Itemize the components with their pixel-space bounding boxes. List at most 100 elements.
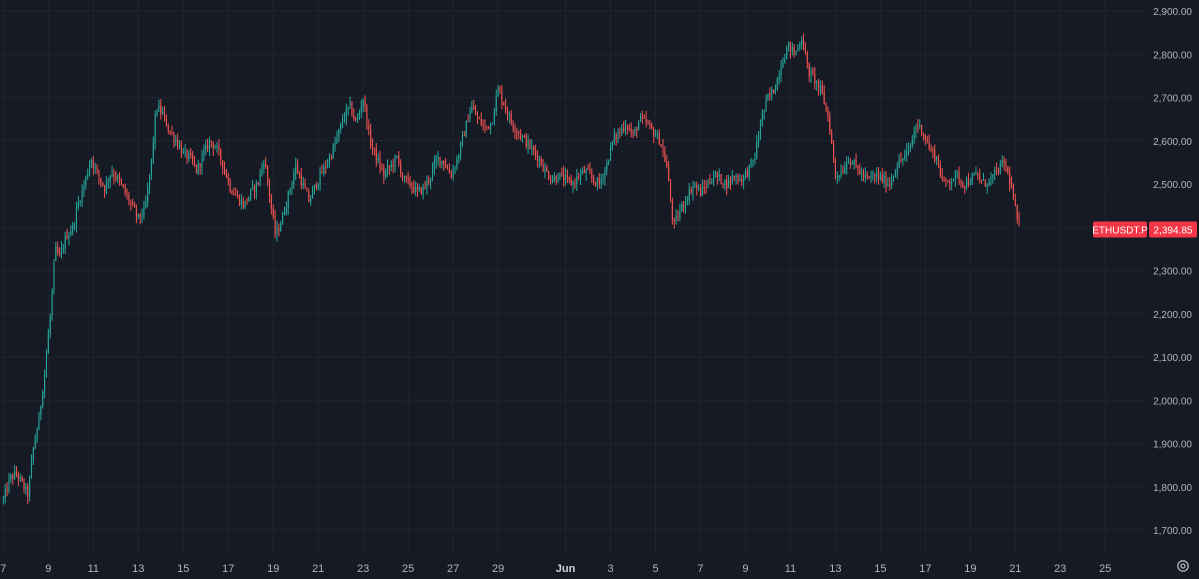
symbol-tag-label: ETHUSDT.P <box>1092 225 1148 236</box>
candle-body <box>823 92 825 104</box>
candle-body <box>761 113 763 126</box>
x-tick-label: 9 <box>45 563 51 575</box>
candle-body <box>977 173 979 176</box>
candle-body <box>343 118 345 122</box>
candle-body <box>394 156 396 167</box>
price-axis[interactable]: 1,700.00 1,800.00 1,900.00 2,000.00 2,100.00… <box>1153 7 1192 537</box>
candle-body <box>210 140 212 143</box>
candle-body <box>930 148 932 150</box>
candle-body <box>842 171 844 174</box>
candle-body <box>105 181 108 192</box>
candle-body <box>118 176 121 181</box>
candle-body <box>889 184 891 186</box>
candle-body <box>128 195 130 203</box>
candle-body <box>475 109 477 116</box>
candle-body <box>1005 164 1007 167</box>
candle-body <box>512 123 514 129</box>
candle-body <box>999 163 1001 174</box>
last-price-tag: ETHUSDT.P 2,394.85 <box>1092 221 1197 238</box>
candle-body <box>120 180 122 185</box>
candle-body <box>683 204 685 208</box>
candle-body <box>115 176 117 180</box>
candle-body <box>941 175 943 180</box>
candle-body <box>218 145 220 150</box>
candle-body <box>804 49 806 53</box>
candle-body <box>268 182 271 197</box>
candle-body <box>323 166 325 174</box>
candle-body <box>25 486 27 490</box>
gear-icon[interactable] <box>1175 558 1191 574</box>
time-axis[interactable]: 7 9 11 13 15 17 19 21 23 25 27 29 Jun 3 5 7 9 11 13 15 17 19 2… <box>0 563 1111 575</box>
candle-body <box>59 252 61 255</box>
candle-body <box>834 158 836 177</box>
candle-body <box>315 184 317 188</box>
candle-body <box>831 132 833 144</box>
candle-body <box>746 171 748 177</box>
candle-body <box>482 124 484 126</box>
candle-body <box>327 163 329 168</box>
candle-body <box>654 136 657 138</box>
candle-body <box>662 146 664 152</box>
candle-body <box>89 165 91 174</box>
candle-body <box>752 159 754 161</box>
candle-body <box>563 173 565 181</box>
candle-body <box>699 187 702 196</box>
candle-body <box>718 174 720 178</box>
candle-body <box>628 128 630 130</box>
candle-body <box>744 171 747 175</box>
candle-body <box>812 70 814 75</box>
candle-body <box>600 179 602 184</box>
candle-body <box>345 108 347 119</box>
candle-body <box>180 145 182 154</box>
candle-body <box>441 161 443 165</box>
candle-body <box>660 144 662 147</box>
candle-body <box>593 178 595 182</box>
candle-body <box>585 169 587 173</box>
candle-body <box>510 114 512 124</box>
candle-body <box>840 171 842 176</box>
candle-body <box>282 213 284 225</box>
candle-body <box>862 172 865 178</box>
candle-body <box>641 115 643 118</box>
candle-body <box>619 132 621 134</box>
candle-body <box>424 186 426 188</box>
candle-body <box>540 158 542 166</box>
candle-body <box>816 80 818 83</box>
candle-body <box>778 75 780 79</box>
x-tick-label: 25 <box>402 563 414 575</box>
candle-body <box>398 155 400 164</box>
candle-body <box>263 163 265 167</box>
candle-body <box>289 189 291 192</box>
candle-body <box>551 180 554 182</box>
candle-body <box>825 103 827 109</box>
candle-body <box>671 200 673 220</box>
candle-body <box>782 63 784 68</box>
candle-body <box>57 246 59 253</box>
candle-body <box>939 166 941 176</box>
candle-body <box>349 102 351 107</box>
candle-body <box>906 150 908 155</box>
candle-body <box>192 155 194 162</box>
candle-body <box>643 117 645 119</box>
candle-body <box>857 165 859 170</box>
candle-body <box>705 187 707 189</box>
candle-body <box>741 179 743 183</box>
candle-body <box>975 173 977 175</box>
candle-body <box>913 131 915 140</box>
candle-body <box>533 146 535 151</box>
candle-body <box>570 179 572 186</box>
candle-body <box>647 122 649 124</box>
candle-body <box>658 133 660 145</box>
candle-body <box>407 178 409 180</box>
y-tick-label: 2,200.00 <box>1153 310 1192 321</box>
candle-body <box>846 163 848 169</box>
candle-body <box>173 133 175 142</box>
candle-body <box>703 186 705 188</box>
candle-body <box>937 156 940 167</box>
candle-body <box>216 145 218 148</box>
candle-body <box>690 189 692 194</box>
candle-body <box>336 137 338 143</box>
candle-body <box>791 47 793 52</box>
candle-body <box>720 174 722 184</box>
